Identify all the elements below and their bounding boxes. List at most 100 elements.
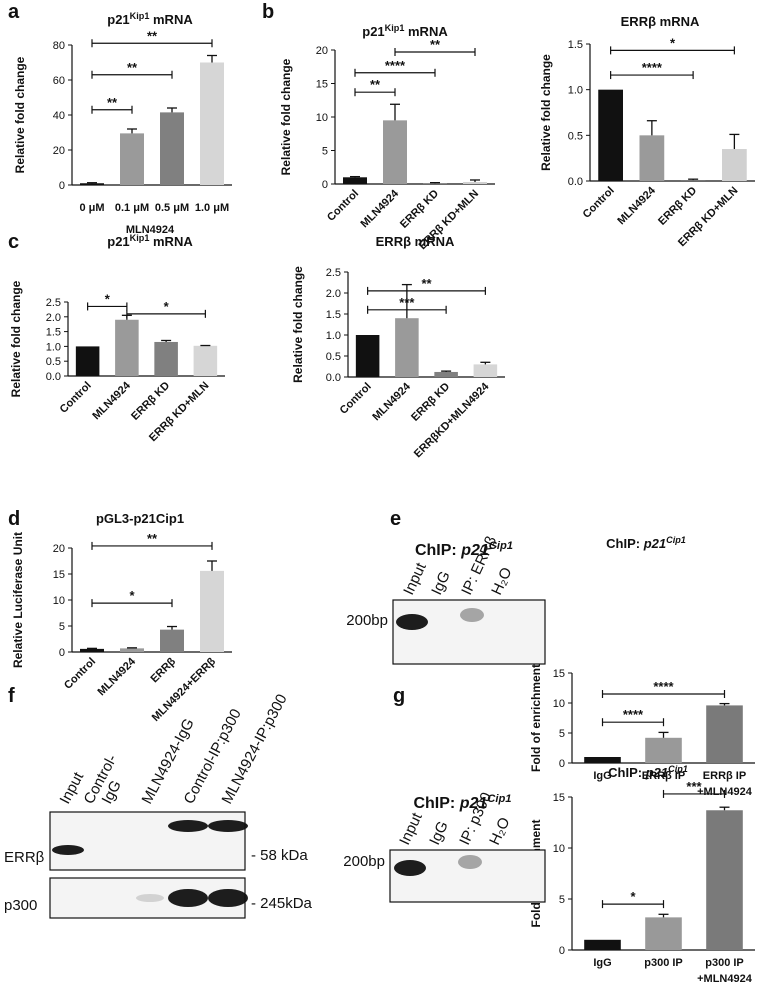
blot-image — [392, 599, 546, 665]
significance-label: *** — [399, 295, 415, 310]
y-tick-label: 10 — [553, 843, 565, 855]
x-tick-label: 1.0 μM — [195, 202, 229, 214]
title: ChIP: p21Cip1 — [608, 764, 688, 780]
title: p21Kip1 mRNA — [362, 23, 448, 39]
significance-label: ** — [147, 531, 158, 546]
title-part: p21 — [107, 12, 129, 27]
bar — [160, 629, 184, 652]
y-tick-label: 1.0 — [46, 341, 61, 353]
significance-label: ** — [127, 60, 138, 75]
y-tick-label: 0 — [59, 647, 65, 659]
title: ChIP: p21Cip1 — [606, 535, 686, 551]
title-part: p21 — [362, 24, 384, 39]
bar — [120, 133, 144, 185]
bar — [598, 89, 623, 181]
y-tick-label: 0 — [559, 945, 565, 957]
significance-label: * — [105, 291, 111, 306]
y-tick-label: 0 — [559, 758, 565, 770]
panel-letter: g — [393, 685, 405, 707]
size-label: 200bp — [346, 612, 388, 629]
band — [208, 820, 248, 832]
y-tick-label: 20 — [53, 145, 65, 157]
x-tick-label: 0 μM — [79, 202, 104, 214]
significance-label: *** — [686, 779, 702, 794]
bar — [154, 341, 178, 376]
x-tick-label: +MLN4924 — [697, 973, 753, 985]
title-part: Cip1 — [489, 540, 513, 552]
title-part: mRNA — [404, 24, 448, 39]
y-tick-label: 15 — [53, 569, 65, 581]
x-tick-label: 0.1 μM — [115, 202, 149, 214]
title: pGL3-p21Cip1 — [96, 511, 184, 526]
y-tick-label: 0.0 — [568, 176, 583, 188]
y-tick-label: 0.5 — [46, 356, 61, 368]
y-tick-label: 0 — [59, 180, 65, 192]
bar — [80, 183, 104, 185]
y-tick-label: 1.0 — [326, 330, 341, 342]
significance-label: **** — [385, 58, 406, 73]
lane-label: H₂O — [488, 565, 515, 598]
row-label: p300 — [4, 897, 37, 914]
bar — [645, 737, 682, 763]
band — [396, 614, 428, 630]
bar — [120, 648, 144, 652]
x-tick-label: ERRβKD+MLN4924 — [412, 380, 492, 460]
y-tick-label: 5 — [322, 146, 328, 158]
bar — [463, 181, 487, 184]
band — [168, 820, 208, 832]
title-part: Cip1 — [487, 793, 511, 805]
lane-label: Input — [400, 560, 430, 598]
y-axis-label: Relative fold change — [291, 266, 305, 383]
band — [136, 894, 164, 902]
y-tick-label: 10 — [53, 595, 65, 607]
y-tick-label: 40 — [53, 110, 65, 122]
x-tick-label: MLN4924 — [615, 184, 658, 227]
title-part: mRNA — [149, 12, 193, 27]
significance-label: ** — [421, 276, 432, 291]
lane-label: IgG — [426, 819, 452, 848]
y-tick-label: 0.0 — [46, 371, 61, 383]
x-axis-label: MLN4924 — [126, 224, 175, 236]
title-part: Kip1 — [130, 233, 150, 243]
bar — [80, 648, 104, 652]
y-tick-label: 2.0 — [326, 288, 341, 300]
y-tick-label: 15 — [316, 79, 328, 91]
panel-letter: f — [8, 685, 15, 707]
x-tick-label: MLN4924 — [95, 655, 138, 698]
bar — [584, 939, 621, 950]
title-part: p21 — [460, 542, 489, 559]
bar — [434, 371, 458, 377]
significance-label: * — [164, 299, 170, 314]
bar — [193, 345, 218, 376]
y-tick-label: 10 — [316, 112, 328, 124]
y-tick-label: 15 — [553, 668, 565, 680]
x-tick-label: ERRβ KD — [656, 185, 699, 228]
title-part: Cip1 — [668, 764, 688, 774]
panel-letter: b — [262, 1, 274, 23]
y-tick-label: 1.5 — [568, 39, 583, 51]
title: ERRβ mRNA — [376, 234, 455, 249]
significance-label: * — [129, 588, 135, 603]
lane-label: Input — [396, 810, 426, 848]
size-marker: - 58 kDa — [251, 847, 308, 864]
title: ERRβ mRNA — [621, 14, 700, 29]
bar — [423, 183, 447, 184]
bar — [645, 917, 682, 950]
y-tick-label: 80 — [53, 40, 65, 52]
x-tick-label: IgG — [593, 770, 611, 782]
lane-label: H₂O — [486, 815, 513, 848]
y-tick-label: 0 — [322, 179, 328, 191]
y-tick-label: 2.5 — [46, 297, 61, 309]
x-tick-label: MLN4924 — [90, 379, 133, 422]
bar — [639, 135, 665, 181]
title-part: Kip1 — [385, 23, 405, 33]
band — [460, 608, 484, 622]
bar — [200, 570, 224, 652]
title: ChIP: p21Cip1 — [415, 540, 513, 559]
title-part: p21 — [643, 536, 666, 551]
bar — [584, 757, 621, 763]
blot-image — [389, 849, 546, 903]
band — [208, 889, 248, 907]
significance-label: **** — [653, 679, 674, 694]
x-tick-label: ERRβ IP — [642, 770, 685, 782]
